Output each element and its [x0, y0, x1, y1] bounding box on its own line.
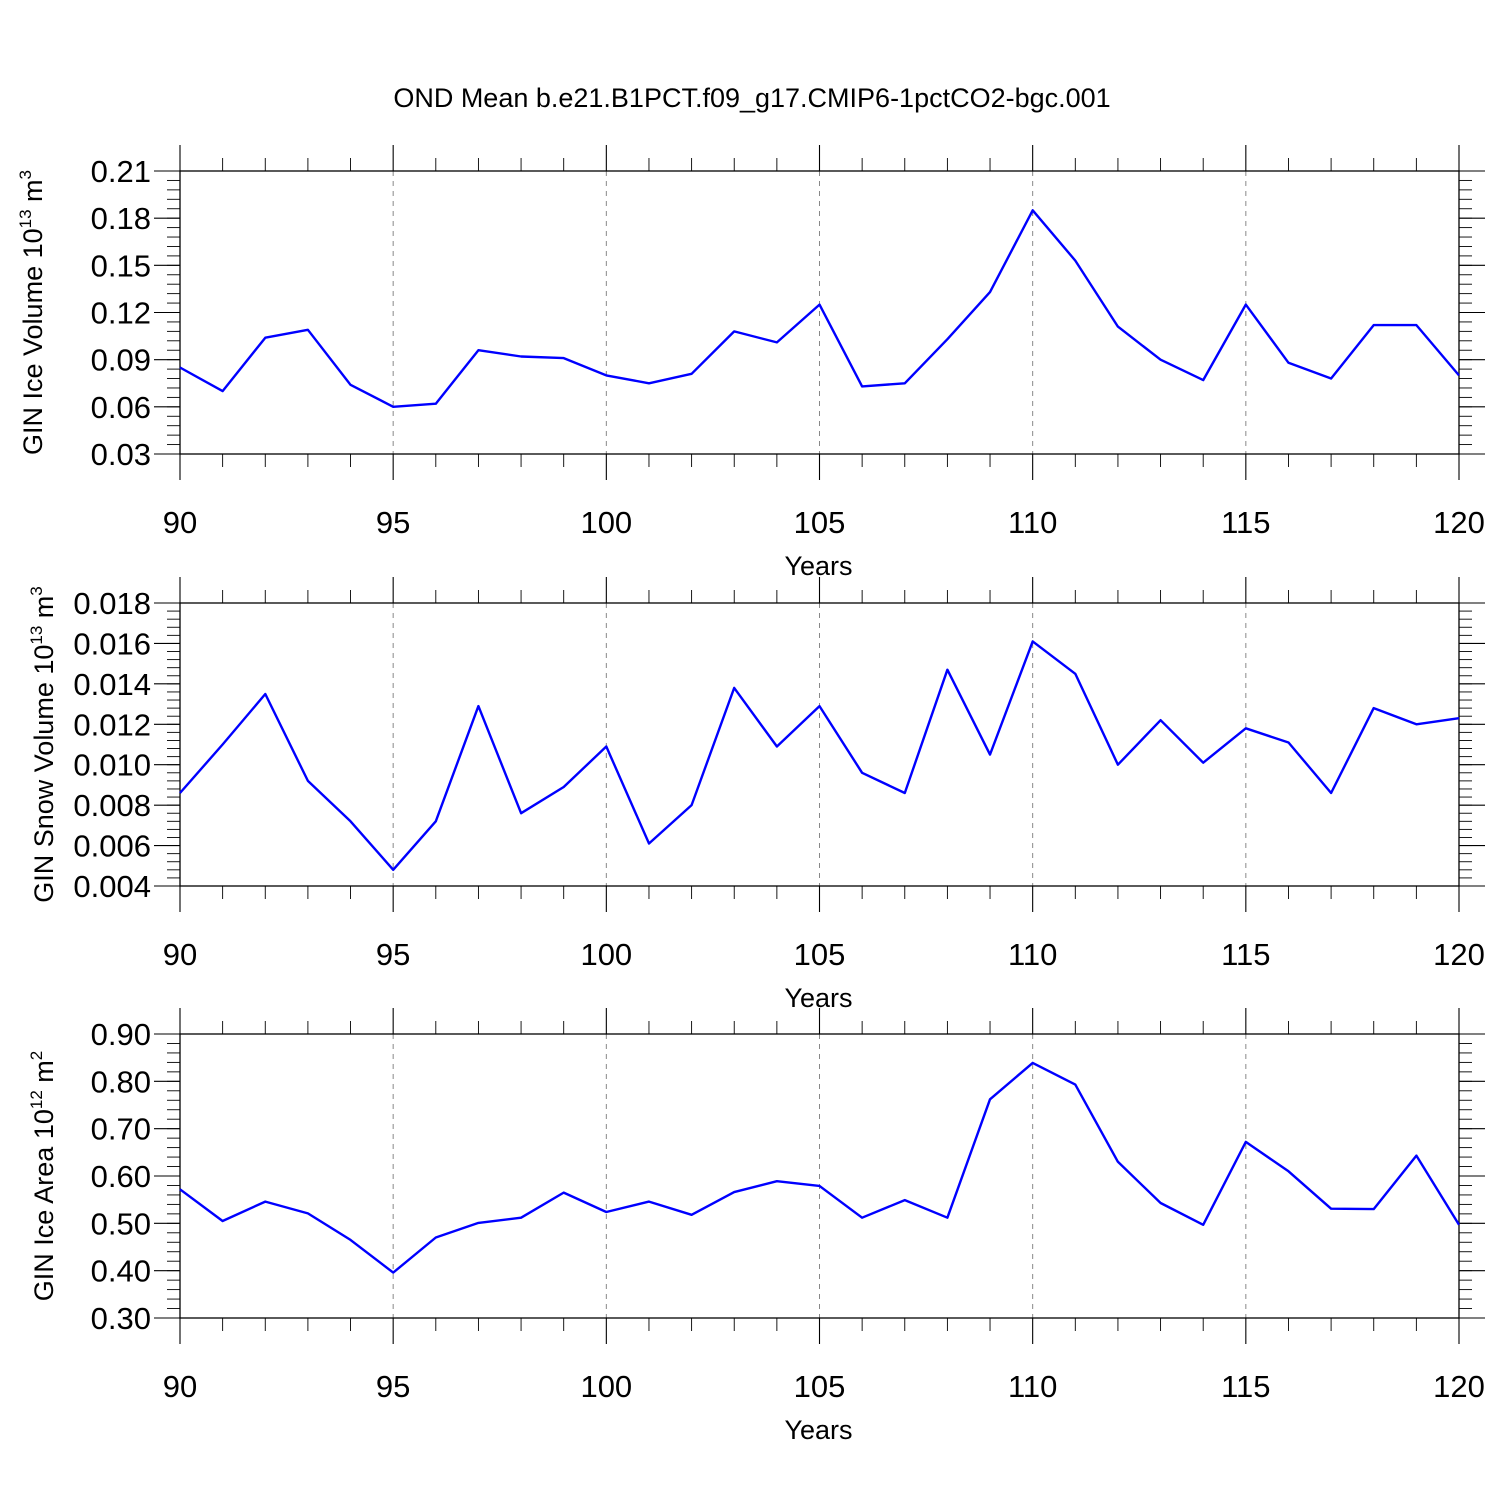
panel-2-y-axis-title: GIN Snow Volume 1013 m3: [27, 586, 59, 903]
panel-1-y-tick-label: 0.18: [91, 201, 151, 236]
panel-2-x-axis-title: Years: [784, 983, 852, 1013]
panel-2-y-axis-title-superscript: 3: [27, 586, 46, 595]
panel-2-y-tick-label: 0.010: [73, 748, 151, 783]
panel-2-y-axis-title-part: m: [29, 596, 59, 626]
panel-3-x-tick-label: 115: [1221, 1369, 1270, 1404]
panel-1-y-tick-label: 0.12: [91, 296, 151, 331]
panel-1-y-axis-title-superscript: 13: [16, 209, 35, 228]
panel-1-y-tick-label: 0.09: [91, 343, 151, 378]
panel-3-series-line: [179, 1061, 1461, 1274]
panel-1-x-tick-label: 95: [376, 505, 410, 540]
panel-1-y-tick-label: 0.15: [91, 248, 151, 283]
panel-3-y-tick-label: 0.80: [91, 1064, 151, 1099]
panel-1-series-line: [179, 209, 1460, 408]
panel-2-y-tick-label: 0.004: [73, 869, 151, 904]
panel-1: 90 95 100 105 110 115 120 0.03 0.06 0.09 0.12 0.15 0…: [16, 145, 1485, 581]
panel-3-x-axis-title: Years: [784, 1415, 852, 1445]
panel-1-y-tick-label: 0.06: [91, 390, 151, 425]
panel-3-y-axis-title-part: GIN Ice Area 10: [29, 1109, 59, 1301]
panel-1-y-axis-title: GIN Ice Volume 1013 m3: [16, 170, 48, 455]
panel-1-x-tick-label: 90: [163, 505, 197, 540]
figure-title: OND Mean b.e21.B1PCT.f09_g17.CMIP6-1pctC…: [393, 83, 1110, 113]
panel-3-y-tick-label: 0.90: [91, 1017, 151, 1052]
panel-3-y-tick-label: 0.70: [91, 1112, 151, 1147]
panel-3-y-tick-label: 0.40: [91, 1254, 151, 1289]
panel-2-y-tick-label: 0.008: [73, 788, 151, 823]
panel-1-y-axis-title-superscript: 3: [16, 170, 35, 179]
panel-2-x-tick-label: 90: [163, 937, 197, 972]
panel-3-x-tick-label: 100: [580, 1369, 632, 1404]
panel-3-y-tick-label: 0.30: [91, 1301, 151, 1336]
panel-3-x-tick-label: 120: [1433, 1369, 1485, 1404]
panel-1-x-tick-label: 120: [1433, 505, 1485, 540]
panel-3-y-axis-title-part: m: [29, 1060, 59, 1090]
panel-3-x-tick-label: 110: [1008, 1369, 1057, 1404]
panel-2-x-tick-label: 95: [376, 937, 410, 972]
panel-1-x-tick-label: 105: [794, 505, 846, 540]
panel-2-y-tick-label: 0.012: [73, 707, 151, 742]
panel-3-y-tick-label: 0.50: [91, 1206, 151, 1241]
panel-2-y-tick-label: 0.016: [73, 626, 151, 661]
panel-3-x-tick-label: 95: [376, 1369, 410, 1404]
panel-3-x-tick-label: 105: [794, 1369, 846, 1404]
panel-2-y-axis-title-part: GIN Snow Volume 10: [29, 645, 59, 903]
panel-1-x-axis-title: Years: [784, 551, 852, 581]
panel-2-y-tick-label: 0.014: [73, 667, 151, 702]
panel-1-x-tick-label: 110: [1008, 505, 1057, 540]
panel-1-x-tick-label: 100: [580, 505, 632, 540]
panel-3-y-tick-label: 0.60: [91, 1159, 151, 1194]
panel-3-y-axis-title: GIN Ice Area 1012 m2: [27, 1051, 59, 1302]
panels: 90 95 100 105 110 115 120 0.03 0.06 0.09 0.12 0.15 0…: [16, 145, 1485, 1445]
panel-2-y-tick-label: 0.018: [73, 586, 151, 621]
panel-2-x-tick-label: 115: [1221, 937, 1270, 972]
panel-2-y-axis-title-superscript: 13: [27, 626, 46, 645]
panel-2-x-tick-label: 110: [1008, 937, 1057, 972]
panel-1-y-axis-title-part: m: [18, 179, 48, 209]
panel-2-x-tick-label: 105: [794, 937, 846, 972]
panel-2-series-line: [179, 640, 1460, 871]
panel-1-y-tick-label: 0.03: [91, 437, 151, 472]
panel-2-x-tick-label: 120: [1433, 937, 1485, 972]
panel-2-x-tick-label: 100: [580, 937, 632, 972]
panel-1-y-tick-label: 0.21: [91, 154, 151, 189]
panel-2: 90 95 100 105 110 115 120 0.004 0.006 0.008 0.010 0…: [27, 577, 1485, 1013]
panel-1-x-tick-label: 115: [1221, 505, 1270, 540]
panel-2-y-tick-label: 0.006: [73, 829, 151, 864]
panel-3-x-tick-label: 90: [163, 1369, 197, 1404]
panel-3-y-axis-title-superscript: 12: [27, 1090, 46, 1109]
panel-1-y-axis-title-part: GIN Ice Volume 10: [18, 228, 48, 455]
panel-3-y-axis-title-superscript: 2: [27, 1051, 46, 1060]
panel-3: 90 95 100 105 110 115 120 0.30 0.40 0.50 0.60 0.70 0…: [27, 1008, 1485, 1445]
